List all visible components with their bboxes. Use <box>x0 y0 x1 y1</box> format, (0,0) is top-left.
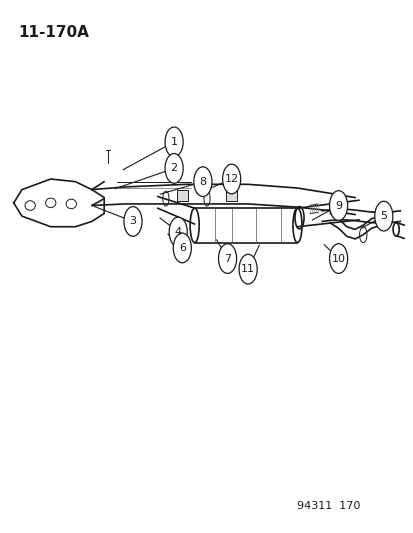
FancyBboxPatch shape <box>176 190 188 201</box>
Text: 7: 7 <box>223 254 230 263</box>
Text: 10: 10 <box>331 254 345 263</box>
Text: 5: 5 <box>380 211 387 221</box>
Text: 11-170A: 11-170A <box>18 25 88 41</box>
Text: 94311  170: 94311 170 <box>297 502 360 512</box>
Ellipse shape <box>169 217 187 247</box>
Ellipse shape <box>193 167 211 197</box>
Ellipse shape <box>222 164 240 194</box>
Ellipse shape <box>218 244 236 273</box>
Text: 12: 12 <box>224 174 238 184</box>
Ellipse shape <box>165 127 183 157</box>
Text: 9: 9 <box>334 200 341 211</box>
Ellipse shape <box>329 191 347 220</box>
Text: 1: 1 <box>170 137 177 147</box>
Text: 2: 2 <box>170 164 177 173</box>
Text: 6: 6 <box>178 243 185 253</box>
Ellipse shape <box>123 207 142 236</box>
Text: 8: 8 <box>199 176 206 187</box>
Ellipse shape <box>238 254 256 284</box>
Ellipse shape <box>329 244 347 273</box>
FancyBboxPatch shape <box>225 190 237 201</box>
Text: 4: 4 <box>174 227 181 237</box>
Ellipse shape <box>165 154 183 183</box>
Text: 3: 3 <box>129 216 136 227</box>
Ellipse shape <box>374 201 392 231</box>
Ellipse shape <box>173 233 191 263</box>
Text: 11: 11 <box>240 264 254 274</box>
